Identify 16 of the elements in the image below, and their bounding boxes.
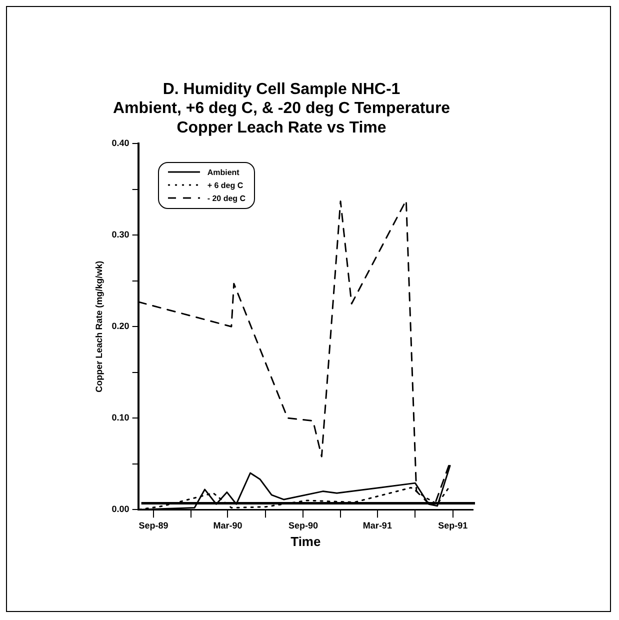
legend-label: Ambient <box>207 168 240 177</box>
x-tick-label: Mar-91 <box>362 520 392 530</box>
y-tick-label: 0.40 <box>112 138 130 148</box>
y-tick-label: 0.20 <box>112 321 130 332</box>
x-tick-label: Mar-90 <box>213 520 242 530</box>
y-axis-title: Copper Leach Rate (mg/kg/wk) <box>94 260 104 392</box>
y-tick-label: 0.30 <box>112 230 130 240</box>
chart-title: D. Humidity Cell Sample NHC-1 Ambient, +6 deg C, & -20 deg C Temperature Copper Leach Rate vs Time <box>112 81 450 136</box>
legend-label: + 6 deg C <box>207 180 244 190</box>
y-tick-label: 0.00 <box>112 504 130 514</box>
x-tick-label: Sep-91 <box>438 520 468 530</box>
x-tick-label: Sep-89 <box>138 520 168 530</box>
y-tick-label: 0.10 <box>112 412 130 423</box>
x-tick-label: Sep-90 <box>288 520 318 530</box>
x-axis-title: Time <box>290 534 321 549</box>
legend-label: - 20 deg C <box>207 194 246 203</box>
